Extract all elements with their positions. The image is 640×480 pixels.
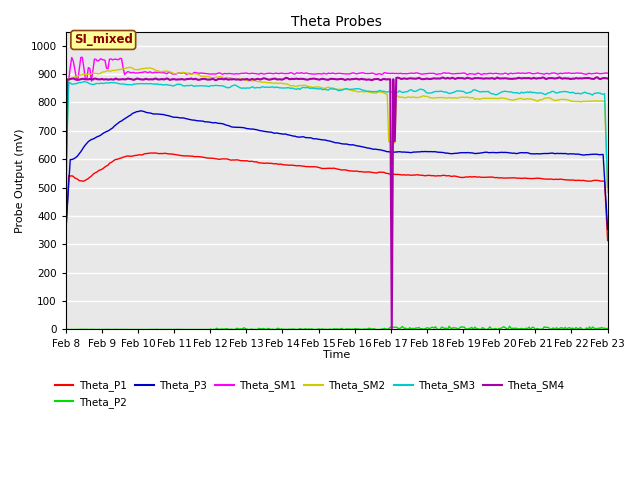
X-axis label: Time: Time [323, 350, 350, 360]
Text: SI_mixed: SI_mixed [74, 34, 132, 47]
Y-axis label: Probe Output (mV): Probe Output (mV) [15, 128, 25, 233]
Legend: Theta_P1, Theta_P2, Theta_P3, Theta_SM1, Theta_SM2, Theta_SM3, Theta_SM4: Theta_P1, Theta_P2, Theta_P3, Theta_SM1,… [51, 376, 568, 412]
Title: Theta Probes: Theta Probes [291, 15, 382, 29]
